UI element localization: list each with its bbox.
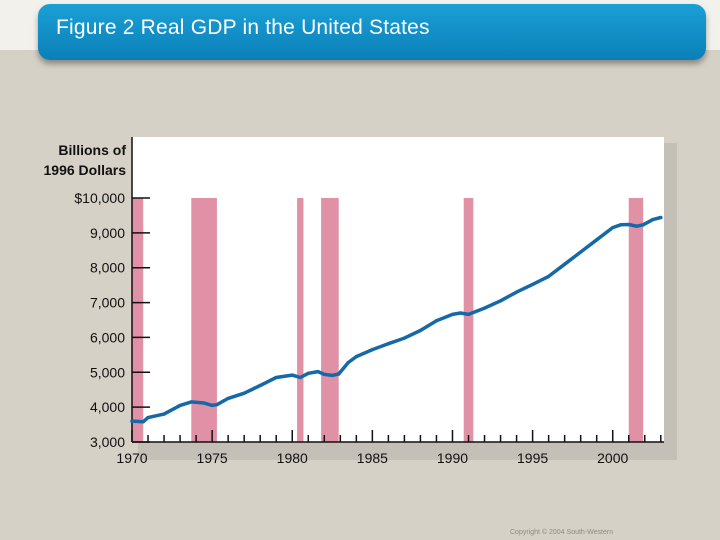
- x-tick-label-1: 1975: [197, 450, 228, 466]
- data-point-35: [563, 262, 567, 266]
- recession-band-3: [321, 198, 339, 442]
- data-point-17: [322, 372, 326, 376]
- y-tick-label-1: 4,000: [90, 399, 125, 415]
- y-axis-label-line2: 1996 Dollars: [43, 162, 127, 178]
- recession-band-4: [463, 198, 474, 442]
- x-tick-label-6: 2000: [597, 450, 628, 466]
- y-tick-label-5: 8,000: [90, 260, 125, 276]
- data-point-21: [354, 355, 358, 359]
- data-point-7: [210, 403, 214, 407]
- data-point-29: [466, 312, 471, 317]
- data-point-12: [274, 375, 278, 380]
- data-point-2: [146, 416, 150, 420]
- data-point-27: [450, 312, 455, 317]
- data-point-10: [242, 391, 246, 395]
- data-point-0: [130, 419, 134, 423]
- data-point-36: [579, 250, 583, 254]
- data-point-26: [434, 319, 439, 323]
- data-point-25: [418, 328, 423, 333]
- title-bar: [38, 4, 706, 60]
- data-point-43: [651, 218, 655, 222]
- x-tick-label-5: 1995: [517, 450, 548, 466]
- data-point-40: [627, 222, 631, 227]
- data-point-18: [330, 373, 334, 378]
- y-tick-label-3: 6,000: [90, 329, 125, 345]
- x-tick-label-0: 1970: [116, 450, 147, 466]
- data-point-22: [370, 348, 374, 352]
- data-point-8: [215, 403, 219, 407]
- y-tick-label-0: 3,000: [90, 434, 125, 450]
- data-point-38: [611, 226, 615, 230]
- data-point-28: [458, 311, 463, 315]
- data-point-37: [595, 238, 599, 242]
- y-axis-label-line1: Billions of: [58, 142, 126, 158]
- data-point-44: [659, 215, 663, 220]
- x-tick-label-3: 1985: [357, 450, 388, 466]
- data-point-16: [316, 369, 320, 374]
- y-tick-label-4: 7,000: [90, 295, 125, 311]
- data-point-9: [226, 396, 230, 401]
- data-point-19: [337, 372, 341, 376]
- copyright-text: Copyright © 2004 South-Western: [510, 529, 614, 536]
- data-point-14: [298, 375, 302, 380]
- x-tick-label-4: 1990: [437, 450, 468, 466]
- data-point-1: [141, 420, 145, 424]
- page-title: Figure 2 Real GDP in the United States: [56, 16, 430, 39]
- recession-band-5: [628, 198, 644, 442]
- data-point-13: [290, 373, 294, 377]
- data-point-6: [202, 401, 206, 405]
- data-point-5: [189, 400, 193, 404]
- data-point-30: [482, 306, 487, 310]
- data-point-4: [178, 403, 182, 407]
- y-tick-label-6: 9,000: [90, 225, 125, 241]
- data-point-31: [498, 299, 503, 303]
- data-point-3: [162, 412, 166, 416]
- data-point-20: [346, 360, 350, 365]
- recession-band-0: [132, 198, 144, 442]
- data-point-15: [306, 371, 310, 375]
- data-point-41: [635, 224, 639, 228]
- x-tick-label-2: 1980: [277, 450, 308, 466]
- plot-area: [132, 137, 664, 442]
- data-point-34: [547, 274, 551, 279]
- y-tick-label-7: $10,000: [74, 190, 125, 206]
- y-tick-label-2: 5,000: [90, 364, 125, 380]
- recession-band-2: [297, 198, 304, 442]
- data-point-24: [402, 336, 407, 340]
- data-point-32: [514, 290, 519, 294]
- data-point-33: [531, 282, 535, 287]
- data-point-23: [386, 342, 390, 346]
- data-point-11: [258, 383, 262, 388]
- data-point-42: [641, 223, 645, 227]
- data-point-39: [619, 223, 623, 227]
